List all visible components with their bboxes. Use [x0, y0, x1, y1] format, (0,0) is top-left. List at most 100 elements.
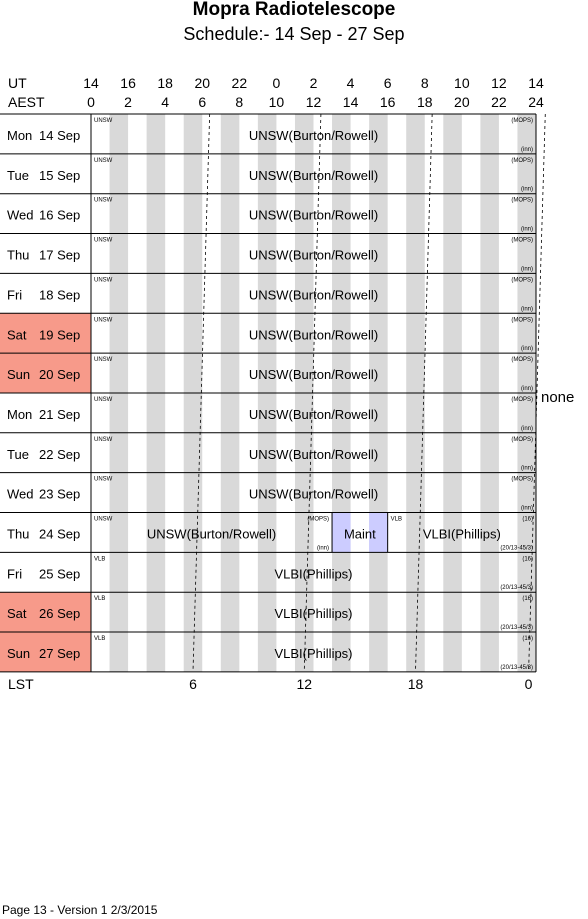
day-date: 15 Sep: [39, 168, 80, 183]
block-corner-bottom: (20/13-45/3): [500, 625, 533, 631]
page-subtitle: Schedule:- 14 Sep - 27 Sep: [183, 24, 405, 44]
block-corner-bottom: (inn): [521, 187, 533, 193]
block-corner-top: (MOPS): [511, 317, 533, 323]
block-corner-bottom: (inn): [521, 147, 533, 153]
block-corner-bottom: (inn): [521, 426, 533, 432]
aest-tick-label: 8: [235, 94, 243, 110]
day-name: Thu: [7, 248, 29, 263]
block-label: VLBI(Phillips): [423, 527, 501, 542]
block-label: UNSW(Burton/Rowell): [147, 527, 276, 542]
block-corner-top: (MOPS): [511, 357, 533, 363]
block-label: VLBI(Phillips): [274, 646, 352, 661]
day-date: 14 Sep: [39, 128, 80, 143]
aest-tick-label: 4: [161, 94, 169, 110]
block-corner-bottom: (inn): [521, 506, 533, 512]
block-tag: UNSW: [94, 198, 113, 204]
ut-tick-label: 8: [421, 75, 429, 91]
weekend-day-cell: [0, 353, 91, 393]
lst-tick-label: 0: [525, 676, 533, 692]
block-corner-top: (16): [522, 517, 533, 523]
block-corner-bottom: (20/13-45/3): [500, 665, 533, 671]
block-tag: UNSW: [94, 238, 113, 244]
aest-axis-label: AEST: [8, 94, 45, 110]
block-corner-bottom: (20/13-45/3): [500, 585, 533, 591]
block-corner-bottom: (inn): [317, 545, 329, 551]
block-label: Maint: [344, 527, 376, 542]
day-date: 23 Sep: [39, 487, 80, 502]
block-label: UNSW(Burton/Rowell): [249, 168, 378, 183]
lst-tick-label: 18: [408, 676, 424, 692]
ut-tick-label: 14: [528, 75, 544, 91]
aest-tick-label: 18: [417, 94, 433, 110]
block-tag: UNSW: [94, 517, 113, 523]
block-tag: UNSW: [94, 158, 113, 164]
block-corner-bottom: (20/13-45/3): [500, 545, 533, 551]
day-name: Sat: [7, 327, 27, 342]
aest-tick-label: 14: [343, 94, 359, 110]
ut-tick-label: 22: [232, 75, 248, 91]
block-corner-bottom: (inn): [521, 386, 533, 392]
ut-tick-label: 20: [194, 75, 210, 91]
block-label: UNSW(Burton/Rowell): [249, 367, 378, 382]
day-name: Mon: [7, 128, 32, 143]
block-corner-top: (16): [522, 636, 533, 642]
aest-tick-label: 12: [306, 94, 322, 110]
block-corner-top: (MOPS): [307, 517, 329, 523]
block-corner-bottom: (inn): [521, 227, 533, 233]
side-note: none: [541, 389, 574, 406]
maint-span: [332, 512, 351, 553]
block-corner-bottom: (inn): [521, 466, 533, 472]
day-date: 16 Sep: [39, 208, 80, 223]
block-corner-top: (MOPS): [511, 238, 533, 244]
block-label: UNSW(Burton/Rowell): [249, 287, 378, 302]
day-date: 22 Sep: [39, 447, 80, 462]
block-tag: UNSW: [94, 317, 113, 323]
aest-tick-label: 6: [198, 94, 206, 110]
block-label: UNSW(Burton/Rowell): [249, 128, 378, 143]
weekend-day-cell: [0, 313, 91, 354]
day-date: 27 Sep: [39, 646, 80, 661]
day-name: Mon: [7, 407, 32, 422]
block-corner-top: (MOPS): [511, 198, 533, 204]
block-corner-bottom: (inn): [521, 346, 533, 352]
block-tag: UNSW: [94, 437, 113, 443]
aest-tick-label: 22: [491, 94, 507, 110]
aest-tick-label: 0: [87, 94, 95, 110]
day-date: 18 Sep: [39, 287, 80, 302]
day-name: Wed: [7, 208, 34, 223]
block-label: UNSW(Burton/Rowell): [249, 407, 378, 422]
day-date: 17 Sep: [39, 248, 80, 263]
ut-tick-label: 2: [310, 75, 318, 91]
aest-tick-label: 10: [269, 94, 285, 110]
aest-tick-label: 2: [124, 94, 132, 110]
block-label: UNSW(Burton/Rowell): [249, 248, 378, 263]
day-name: Sat: [7, 606, 27, 621]
block-corner-bottom: (inn): [521, 306, 533, 312]
block-label: VLBI(Phillips): [274, 566, 352, 581]
block-corner-top: (16): [522, 596, 533, 602]
ut-axis-label: UT: [8, 75, 27, 91]
ut-tick-label: 6: [384, 75, 392, 91]
aest-tick-label: 16: [380, 94, 396, 110]
day-date: 25 Sep: [39, 566, 80, 581]
day-name: Sun: [7, 367, 30, 382]
day-name: Sun: [7, 646, 30, 661]
block-label: VLBI(Phillips): [274, 606, 352, 621]
block-tag: UNSW: [94, 118, 113, 124]
block-corner-top: (MOPS): [511, 158, 533, 164]
block-tag: VLB: [94, 556, 105, 562]
block-tag: UNSW: [94, 277, 113, 283]
day-name: Fri: [7, 287, 22, 302]
weekend-day-cell: [0, 592, 91, 633]
ut-tick-label: 18: [157, 75, 173, 91]
block-tag: UNSW: [94, 477, 113, 483]
day-date: 21 Sep: [39, 407, 80, 422]
block-corner-top: (16): [522, 556, 533, 562]
block-corner-top: (MOPS): [511, 437, 533, 443]
ut-tick-label: 10: [454, 75, 470, 91]
lst-tick-label: 12: [296, 676, 312, 692]
page-title: Mopra Radiotelescope: [192, 0, 396, 20]
ut-tick-label: 12: [491, 75, 507, 91]
day-name: Tue: [7, 447, 29, 462]
